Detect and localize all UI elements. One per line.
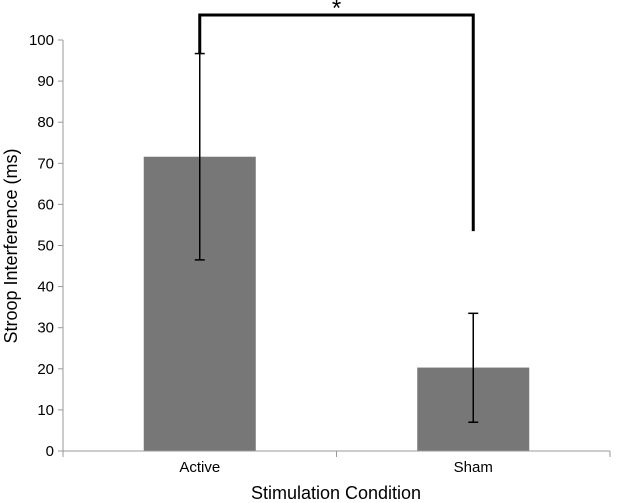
significance-marker: *	[332, 0, 341, 22]
significance-bracket	[198, 13, 475, 232]
x-tick-label-sham: Sham	[454, 459, 493, 476]
y-tick-label: 90	[37, 73, 54, 90]
y-tick-label: 40	[37, 279, 54, 296]
y-tick-label: 10	[37, 402, 54, 419]
x-tick-label-active: Active	[179, 459, 220, 476]
y-tick-label: 70	[37, 155, 54, 172]
y-tick-label: 0	[46, 443, 54, 460]
significance-group: *	[198, 0, 475, 232]
y-axis-title: Stroop Interference (ms)	[1, 148, 21, 343]
x-axis-title: Stimulation Condition	[251, 483, 421, 503]
axes-group: 0 10 20 30 40 50 60 70 80 90 100 Active Sham	[29, 32, 611, 476]
y-tick-label: 30	[37, 320, 54, 337]
error-bars-group	[194, 52, 479, 423]
y-tick-label: 60	[37, 196, 54, 213]
y-tick-label: 20	[37, 361, 54, 378]
y-tick-label: 50	[37, 238, 54, 255]
y-tick-label: 80	[37, 114, 54, 131]
y-tick-label: 100	[29, 32, 54, 49]
bars-group	[143, 156, 530, 451]
